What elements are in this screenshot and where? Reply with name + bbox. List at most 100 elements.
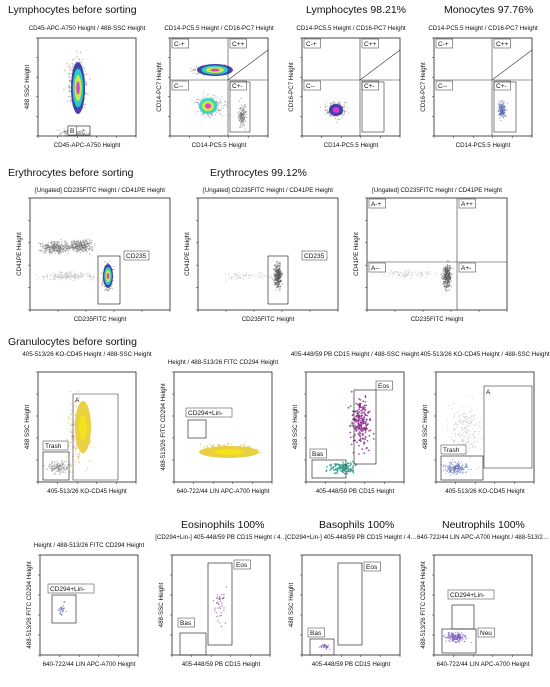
quadrant-label-box: [171, 80, 189, 91]
quadrant-label-box: [435, 80, 453, 91]
trash-gate-label-box: [440, 444, 467, 455]
y-axis-label: 488-513/26 FITC CD294 Height: [160, 383, 167, 471]
quadrant-label: C++: [364, 41, 376, 48]
x-axis-label: 405-448/59 PB CD15 Height: [312, 661, 391, 668]
plot-p15: 640-722/44 LIN APC-A700 Height / 488-513…: [417, 534, 549, 668]
y-axis-label: 488-513/26 FITC CD294 Height: [26, 561, 33, 649]
x-axis-label: CD235FITC Height: [74, 316, 127, 323]
plot-frame: [39, 554, 139, 656]
x-axis-label: CD45-APC-A750 Height: [54, 142, 121, 149]
bas-gate-label: Bas: [310, 630, 322, 637]
cd294-gate-label: CD294+Lin-: [450, 592, 485, 599]
quadrant-label: C+-: [496, 83, 507, 90]
plot-p2: CD14-PC5.5 Height / CD16-PC7 Height CD14-…: [156, 25, 274, 149]
cd294-gate-label-box: [185, 407, 233, 418]
quadrant-label-box: [458, 262, 476, 273]
quadrant-label-box: [368, 198, 386, 209]
plot-p1: CD45-APC-A750 Height / 488-SSC Height CD4…: [24, 25, 146, 149]
a-gate-label: A: [486, 389, 491, 396]
title-lymphocytes-pct: Lymphocytes 98.21%: [306, 4, 407, 16]
eos-gate: [207, 562, 233, 646]
quadrant-diag: [491, 49, 533, 81]
quadrant-label: C--: [438, 83, 447, 90]
quadrant-label: C+-: [364, 83, 375, 90]
x-axis-label: 405-448/59 PB CD15 Height: [316, 488, 395, 495]
x-axis-label: CD14-PC5.5 Height: [324, 142, 379, 149]
plot-title: CD14-PC5.5 Height / CD16-PC7 Height: [296, 25, 406, 32]
a-gate: [72, 393, 119, 481]
cd294-gate-label: CD294+Lin-: [188, 410, 223, 417]
c-plus-minus-gate: [229, 81, 251, 133]
quadrant-label: C--: [306, 83, 315, 90]
quadrant-diag: [359, 49, 401, 81]
quadrant-label: A--: [371, 265, 380, 272]
quadrant-diag: [227, 49, 269, 81]
x-axis-label: 640-722/44 LIN APC-A700 Height: [437, 661, 530, 668]
x-axis-label: 640-722/44 LIN APC-A700 Height: [43, 661, 136, 668]
quadrant-label: C-+: [306, 41, 317, 48]
bas-gate-label-box: [309, 448, 327, 459]
cd294-gate-label: CD294+Lin-: [50, 586, 85, 593]
plot-p14: [CD294+Lin-] 405-448/59 PB CD15 Height /…: [285, 534, 417, 668]
title-monocytes-pct: Monocytes 97.76%: [444, 4, 534, 16]
cd294-gate-label-box: [47, 583, 95, 594]
y-axis-label: 488 SSC Height: [24, 65, 31, 110]
cd235-gate-label-box: [301, 250, 328, 261]
quadrant-label: A+-: [461, 265, 471, 272]
plot-title: [CD294+Lin-] 405-448/59 PB CD15 Height /…: [155, 534, 287, 541]
eos-gate-label: Eos: [236, 562, 248, 569]
cd235-gate-label-box: [123, 250, 150, 261]
y-axis-label: CD14-PC7 Height: [156, 62, 163, 112]
plot-p3: CD14-PC5.5 Height / CD16-PC7 Height CD14-…: [288, 25, 406, 149]
plot-title: [Ungated] CD235FITC Height / CD41PE Heig…: [203, 187, 333, 194]
trash-gate: [440, 455, 484, 481]
quadrant-label: C++: [496, 41, 508, 48]
bas-gate-label: Bas: [180, 620, 192, 627]
bas-gate: [311, 459, 347, 479]
neu-gate-label-box: [477, 627, 495, 638]
quadrant-label: C+-: [232, 83, 243, 90]
plot-frame: [171, 554, 271, 656]
title-granulocytes-before: Granulocytes before sorting: [8, 336, 137, 348]
quadrant-label: C-+: [174, 41, 185, 48]
y-axis-label: 488-513/26 FITC CD294 Height: [420, 561, 427, 649]
y-axis-label: 488 SSC Height: [292, 405, 299, 450]
quadrant-label: C++: [232, 41, 244, 48]
plot-title: 405-448/59 PB CD15 Height / 488-SSC Heig…: [291, 351, 420, 358]
quadrant-label: C--: [174, 83, 183, 90]
plot-p6: [Ungated] CD235FITC Height / CD41PE Heig…: [184, 187, 339, 323]
quadrant-label-box: [458, 198, 476, 209]
plot-p4: CD14-PC5.5 Height / CD16-PC7 Height CD14-…: [420, 25, 538, 149]
x-axis-label: CD235FITC Height: [411, 316, 464, 323]
bas-gate-label-box: [307, 627, 325, 638]
x-axis-label: CD235FITC Height: [242, 316, 295, 323]
quadrant-label-box: [171, 38, 189, 49]
x-axis-label: 405-448/59 PB CD15 Height: [182, 661, 261, 668]
cd235-gate-label: CD235: [304, 253, 325, 260]
y-axis-label: CD41PE Height: [353, 232, 360, 276]
cd235-gate: [267, 255, 289, 305]
c-plus-minus-gate: [361, 81, 385, 133]
plot-frame: [37, 37, 137, 137]
title-lymphocytes-before: Lymphocytes before sorting: [8, 4, 137, 16]
plot-title: [Ungated] CD235FITC Height / CD41PE Heig…: [35, 187, 165, 194]
eos-gate: [337, 562, 363, 646]
title-erythrocytes-before: Erythrocytes before sorting: [8, 167, 134, 179]
y-axis-label: CD16-PC7 Height: [420, 62, 427, 112]
cd294-gate: [187, 419, 207, 439]
b-gate-label: B: [70, 128, 74, 135]
y-axis-label: 488 SSC Height: [422, 405, 429, 450]
quadrant-label-box: [229, 38, 247, 49]
bas-gate-label-box: [177, 617, 195, 628]
plot-p12: Height / 488-513/26 FITC CD294 Height 640…: [26, 542, 144, 668]
plot-title: 405-513/26 KO-CD45 Height / 488-SSC Heig…: [22, 351, 152, 358]
plot-p7: [Ungated] CD235FITC Height / CD41PE Heig…: [353, 187, 508, 323]
y-axis-label: CD41PE Height: [16, 232, 23, 276]
plot-frame: [173, 371, 273, 483]
neu-gate: [441, 628, 477, 654]
eos-gate-label: Eos: [366, 564, 378, 571]
plot-p8: 405-513/26 KO-CD45 Height / 488-SSC Heig…: [22, 351, 152, 495]
eos-gate-label-box: [363, 561, 381, 572]
title-basophils-pct: Basophils 100%: [319, 519, 395, 531]
quadrant-label-box: [435, 38, 453, 49]
